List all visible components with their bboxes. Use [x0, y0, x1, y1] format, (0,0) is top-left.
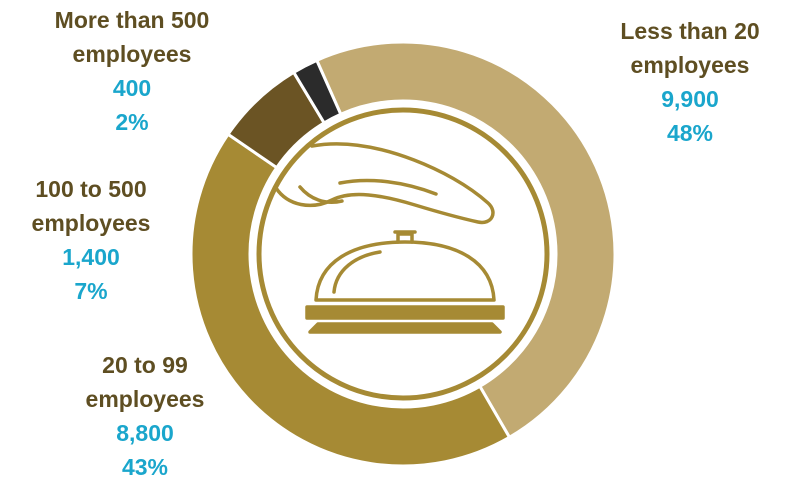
- donut-slice: [314, 40, 617, 440]
- bell-highlight: [332, 250, 382, 294]
- data-label-20-to-99: 20 to 99 employees 8,800 43%: [40, 348, 250, 484]
- category-label: employees: [85, 386, 205, 412]
- percent-label: 43%: [121, 454, 169, 480]
- category-label: employees: [31, 210, 151, 236]
- value-label: 1,400: [62, 244, 120, 270]
- data-label-100-to-500: 100 to 500 employees 1,400 7%: [0, 172, 182, 308]
- data-label-less-than-20: Less than 20 employees 9,900 48%: [600, 14, 780, 150]
- value-label: 8,800: [116, 420, 174, 446]
- bell-dome: [314, 240, 496, 302]
- category-label: 100 to 500: [35, 176, 147, 202]
- bell-knob: [393, 230, 417, 244]
- percent-label: 7%: [74, 278, 108, 304]
- icon-frame-circle: [256, 107, 550, 401]
- category-label: Less than 20: [620, 18, 760, 44]
- hand-over-service-bell-icon: [256, 107, 550, 401]
- data-label-more-than-500: More than 500 employees 400 2%: [22, 3, 242, 139]
- category-label: employees: [630, 52, 750, 78]
- value-label: 9,900: [661, 86, 719, 112]
- value-label: 400: [112, 75, 152, 101]
- category-label: employees: [72, 41, 192, 67]
- hand-shape: [274, 142, 495, 225]
- category-label: More than 500: [54, 7, 210, 33]
- donut-slices: [189, 40, 617, 468]
- percent-label: 48%: [666, 120, 714, 146]
- category-label: 20 to 99: [102, 352, 188, 378]
- donut-slice: [291, 58, 343, 125]
- donut-slice: [189, 132, 512, 468]
- bell-base: [305, 305, 505, 334]
- percent-label: 2%: [115, 109, 149, 135]
